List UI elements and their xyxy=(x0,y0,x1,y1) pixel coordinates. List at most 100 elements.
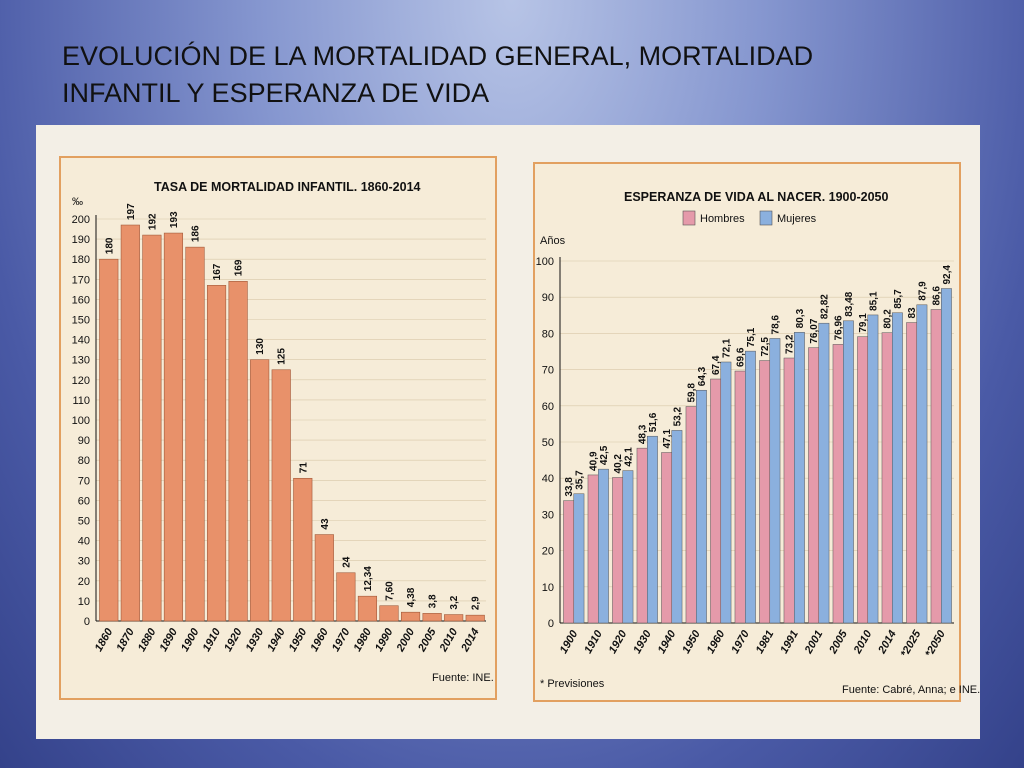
infant-chart-source: Fuente: INE. xyxy=(432,672,494,684)
infant-bar xyxy=(250,359,270,622)
life-bar-hombres xyxy=(759,360,771,624)
infant-bar xyxy=(379,605,399,622)
life-value-label-hombres: 86,6 xyxy=(932,286,943,306)
life-value-label-mujeres: 64,3 xyxy=(697,366,708,386)
infant-y-tick-label: 200 xyxy=(72,214,90,226)
life-bar-hombres xyxy=(661,452,673,624)
life-value-label-hombres: 33,8 xyxy=(564,477,575,497)
life-value-label-mujeres: 92,4 xyxy=(942,265,953,285)
life-y-tick-label: 10 xyxy=(542,582,554,594)
life-value-label-mujeres: 51,6 xyxy=(648,412,659,432)
life-bar-mujeres xyxy=(671,430,683,624)
life-bar-mujeres xyxy=(647,435,658,624)
life-value-label-hombres: 59,8 xyxy=(687,383,698,403)
life-value-label-mujeres: 42,1 xyxy=(623,447,634,467)
life-value-label-hombres: 40,9 xyxy=(589,451,600,471)
life-bar-hombres xyxy=(832,344,844,624)
life-bar-hombres xyxy=(808,347,820,624)
life-value-label-mujeres: 72,1 xyxy=(721,338,732,358)
infant-value-label: 180 xyxy=(104,237,115,254)
life-value-label-hombres: 40,2 xyxy=(613,454,624,474)
infant-y-tick-label: 150 xyxy=(72,315,90,327)
infant-y-tick-label: 100 xyxy=(72,415,90,427)
slide-title: EVOLUCIÓN DE LA MORTALIDAD GENERAL, MORT… xyxy=(62,38,962,112)
life-bar-mujeres xyxy=(769,338,781,624)
legend-mujeres-swatch xyxy=(759,210,773,226)
infant-y-tick-label: 70 xyxy=(78,475,90,487)
infant-chart-title: TASA DE MORTALIDAD INFANTIL. 1860-2014 xyxy=(154,180,421,194)
infant-value-label: 43 xyxy=(320,518,331,530)
life-bar-hombres xyxy=(636,447,648,624)
life-value-label-hombres: 79,1 xyxy=(858,313,869,333)
life-bar-mujeres xyxy=(941,288,952,624)
life-y-tick-label: 20 xyxy=(542,546,554,558)
life-bar-mujeres xyxy=(720,361,732,624)
infant-value-label: 197 xyxy=(126,203,137,220)
life-bar-mujeres xyxy=(598,468,609,624)
infant-value-label: 12,34 xyxy=(363,566,374,591)
infant-value-label: 167 xyxy=(212,263,223,280)
infant-y-tick-label: 60 xyxy=(78,495,90,507)
life-value-label-hombres: 76,96 xyxy=(834,315,845,340)
life-bar-mujeres xyxy=(573,493,585,624)
legend-hombres-swatch xyxy=(682,210,696,226)
life-value-label-mujeres: 80,3 xyxy=(795,308,806,328)
infant-y-tick-label: 50 xyxy=(78,516,90,528)
infant-bar xyxy=(357,595,378,622)
life-bar-hombres xyxy=(612,477,624,624)
life-bar-hombres xyxy=(710,378,722,624)
life-bar-hombres xyxy=(734,370,746,624)
life-value-label-mujeres: 82,82 xyxy=(819,294,830,319)
infant-y-tick-label: 80 xyxy=(78,455,90,467)
life-y-tick-label: 60 xyxy=(542,401,554,413)
infant-value-label: 125 xyxy=(277,348,288,365)
infant-bar xyxy=(271,369,291,622)
infant-value-label: 4,38 xyxy=(406,587,417,607)
infant-value-label: 169 xyxy=(234,259,245,276)
life-y-tick-label: 100 xyxy=(536,256,554,268)
life-bar-hombres xyxy=(563,500,575,624)
infant-bar xyxy=(120,224,140,622)
infant-y-tick-label: 170 xyxy=(72,274,90,286)
life-value-label-hombres: 48,3 xyxy=(638,424,649,444)
infant-y-tick-label: 30 xyxy=(78,556,90,568)
life-y-tick-label: 30 xyxy=(542,509,554,521)
life-bar-hombres xyxy=(881,332,893,624)
infant-bar xyxy=(400,611,421,622)
life-chart-title: ESPERANZA DE VIDA AL NACER. 1900-2050 xyxy=(624,190,888,204)
life-value-label-hombres: 80,2 xyxy=(883,309,894,329)
life-value-label-mujeres: 87,9 xyxy=(917,281,928,301)
life-expectancy-chart: ESPERANZA DE VIDA AL NACER. 1900-2050 Ho… xyxy=(533,162,980,702)
infant-bar xyxy=(422,613,442,622)
life-bar-mujeres xyxy=(622,470,634,624)
infant-y-tick-label: 180 xyxy=(72,254,90,266)
infant-value-label: 71 xyxy=(298,462,309,474)
life-value-label-mujeres: 78,6 xyxy=(770,315,781,335)
slide-title-line-2: INFANTIL Y ESPERANZA DE VIDA xyxy=(62,78,490,108)
life-bar-hombres xyxy=(685,406,697,624)
legend-mujeres-label: Mujeres xyxy=(777,213,817,225)
life-value-label-mujeres: 53,2 xyxy=(672,407,683,427)
infant-bar xyxy=(163,232,184,622)
life-value-label-hombres: 76,07 xyxy=(809,318,820,343)
infant-value-label: 24 xyxy=(341,556,352,568)
infant-bar xyxy=(142,234,162,622)
life-bar-mujeres xyxy=(867,314,879,624)
infant-bar xyxy=(185,246,205,622)
infant-value-label: 193 xyxy=(169,211,180,228)
infant-y-tick-label: 120 xyxy=(72,375,90,387)
life-value-label-hombres: 73,2 xyxy=(785,334,796,354)
life-value-label-mujeres: 85,7 xyxy=(893,289,904,309)
life-value-label-hombres: 67,4 xyxy=(711,355,722,375)
life-value-label-hombres: 69,6 xyxy=(736,347,747,367)
legend-hombres-label: Hombres xyxy=(700,213,745,225)
infant-y-tick-label: 160 xyxy=(72,294,90,306)
life-value-label-mujeres: 42,5 xyxy=(599,445,610,465)
infant-y-tick-label: 40 xyxy=(78,536,90,548)
infant-value-label: 3,2 xyxy=(449,595,460,609)
infant-value-label: 3,8 xyxy=(428,594,439,608)
infant-mortality-chart: TASA DE MORTALIDAD INFANTIL. 1860-2014 ‰… xyxy=(59,156,497,700)
life-value-label-hombres: 47,1 xyxy=(662,429,673,449)
life-value-label-mujeres: 85,1 xyxy=(868,291,879,311)
life-y-tick-label: 50 xyxy=(542,437,554,449)
